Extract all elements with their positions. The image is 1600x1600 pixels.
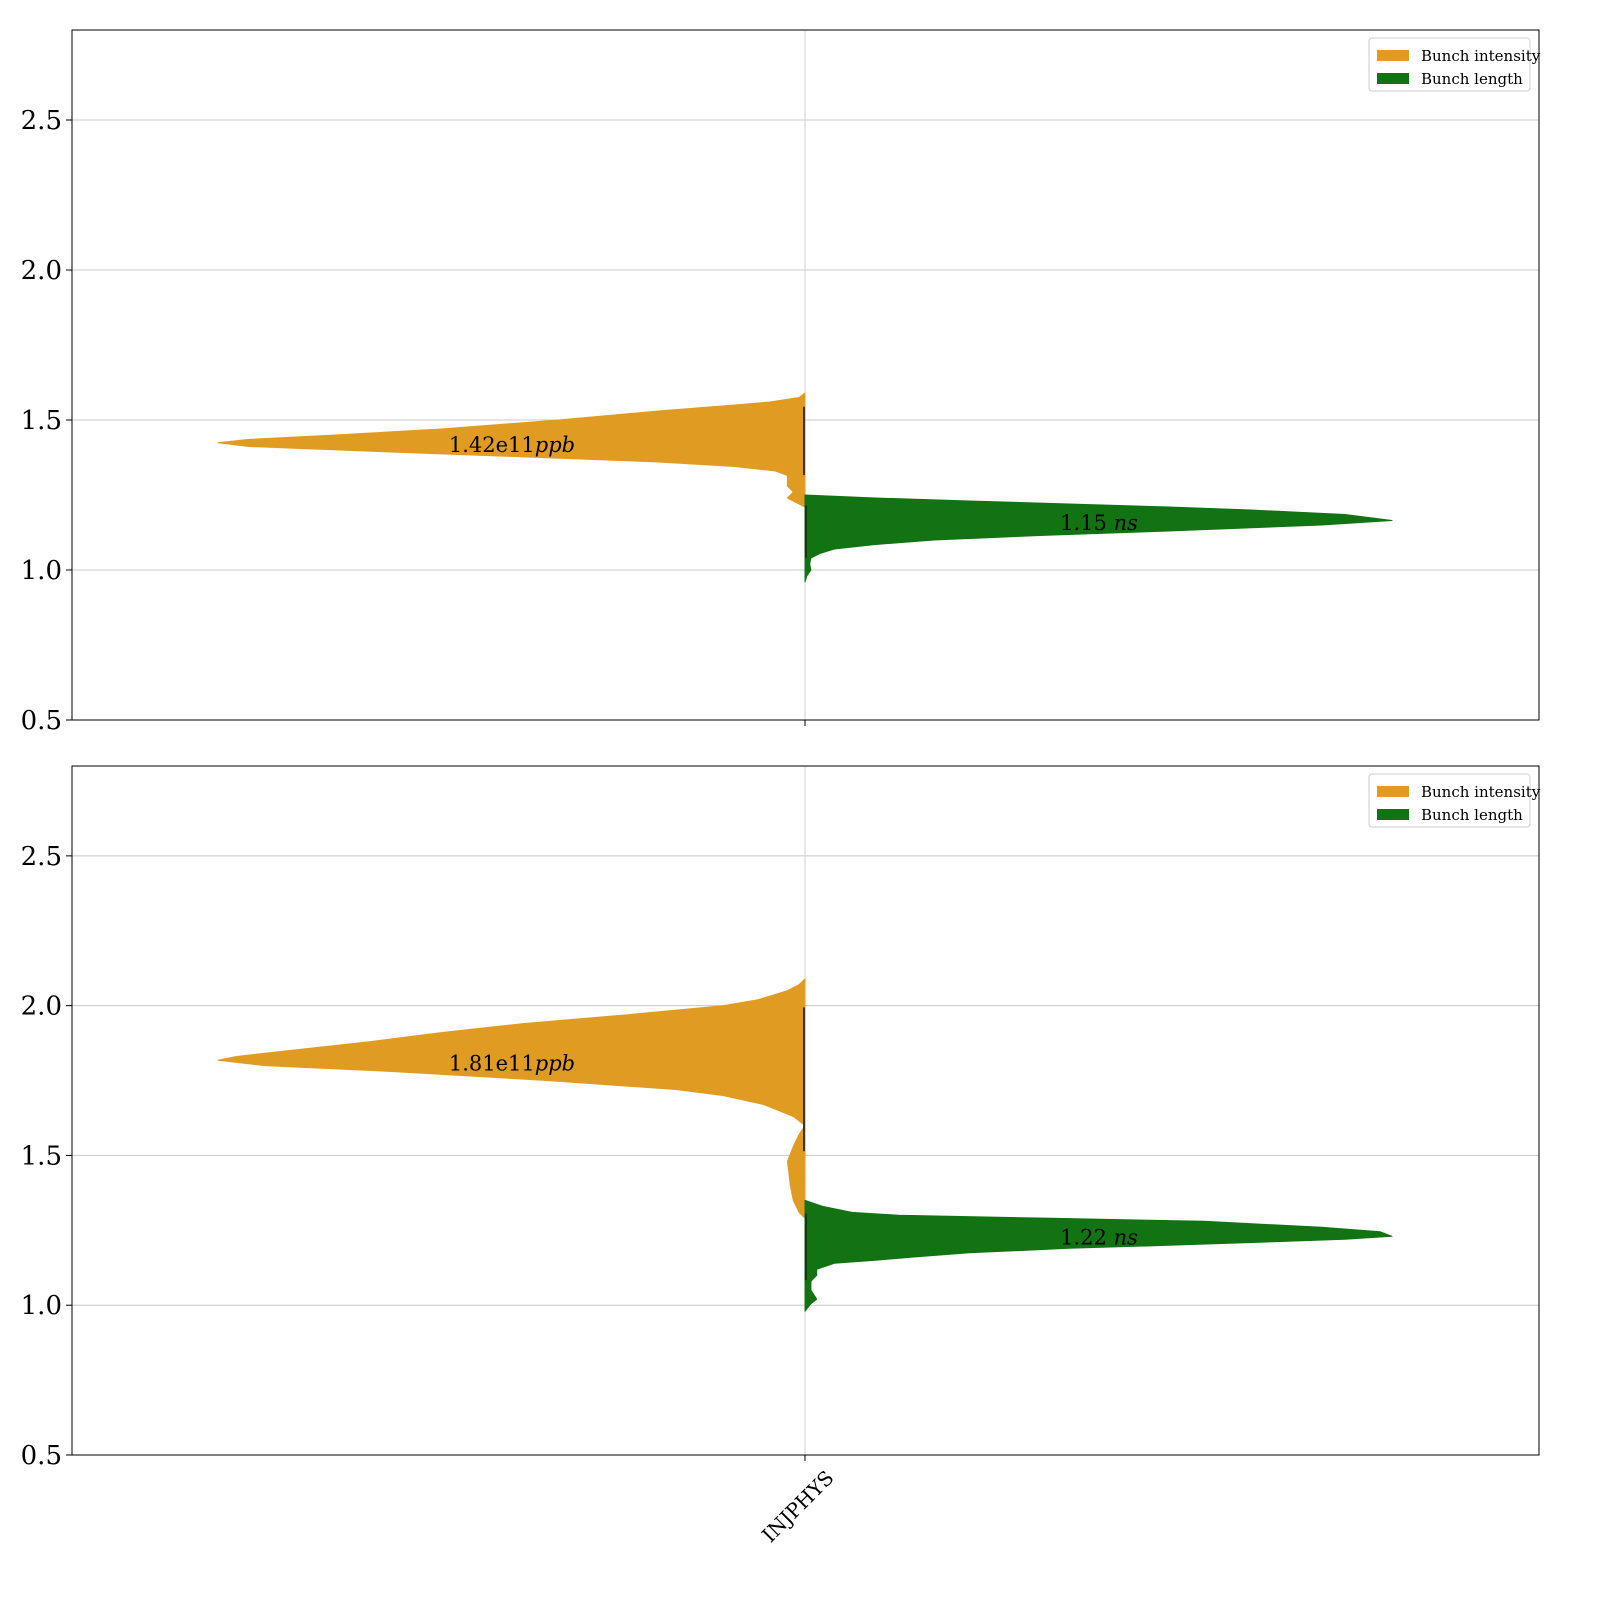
legend-box	[1368, 37, 1531, 92]
plot-frame	[71, 765, 1540, 1456]
y-tick-label: 2.0	[21, 256, 62, 286]
y-tick-label: 1.0	[21, 556, 62, 586]
legend-label: Bunch intensity	[1421, 47, 1541, 65]
legend-swatch	[1377, 50, 1409, 61]
legend-label: Bunch length	[1421, 70, 1523, 88]
legend-box	[1368, 773, 1531, 828]
value-annotation: 1.22 ns	[1060, 1225, 1138, 1249]
chart-panel-1: 0.5 1.0 1.5 2.0 2.5 1.42e11ppb 1.15 ns Bunch in…	[21, 29, 1541, 736]
legend-label: Bunch intensity	[1421, 783, 1541, 801]
legend-swatch	[1377, 73, 1409, 84]
value-annotation: 1.15 ns	[1060, 511, 1138, 535]
value-unit: ns	[1114, 1225, 1139, 1249]
inner-stick-1	[803, 406, 805, 476]
inner-stick-1	[803, 1007, 805, 1152]
violin-bunch-length	[804, 1199, 1393, 1312]
violin-bunch-length	[804, 494, 1393, 583]
legend-swatch	[1377, 786, 1409, 797]
chart-panel-2: 0.5 1.0 1.5 2.0 2.5 1.81e11ppb 1.22 ns Bunch in…	[21, 765, 1541, 1547]
value-number: 1.42e11	[449, 433, 535, 457]
value-annotation: 1.42e11ppb	[449, 433, 575, 457]
inner-stick-2	[805, 1213, 807, 1281]
violin-bunch-intensity	[217, 978, 806, 1219]
y-tick-label: 0.5	[21, 706, 62, 736]
legend-swatch	[1377, 809, 1409, 820]
value-number: 1.81e11	[449, 1052, 535, 1076]
y-tick-label: 1.5	[21, 1141, 62, 1171]
y-tick-label: 2.0	[21, 992, 62, 1022]
value-unit: ns	[1114, 511, 1139, 535]
y-tick-label: 2.5	[21, 106, 62, 136]
y-tick-label: 1.0	[21, 1291, 62, 1321]
value-unit: ppb	[535, 433, 575, 457]
value-number: 1.15	[1060, 511, 1107, 535]
x-tick-label: INJPHYS	[757, 1466, 838, 1547]
y-tick-label: 0.5	[21, 1441, 62, 1471]
value-unit: ppb	[535, 1052, 575, 1076]
value-annotation: 1.81e11ppb	[449, 1052, 575, 1076]
violin-bunch-intensity	[217, 392, 806, 508]
y-tick-label: 2.5	[21, 842, 62, 872]
inner-stick-2	[805, 505, 807, 558]
y-tick-label: 1.5	[21, 406, 62, 436]
value-number: 1.22	[1060, 1225, 1107, 1249]
legend-label: Bunch length	[1421, 806, 1523, 824]
legend: Bunch intensity Bunch length	[1368, 37, 1541, 92]
legend: Bunch intensity Bunch length	[1368, 773, 1541, 828]
plot-frame	[71, 29, 1540, 721]
